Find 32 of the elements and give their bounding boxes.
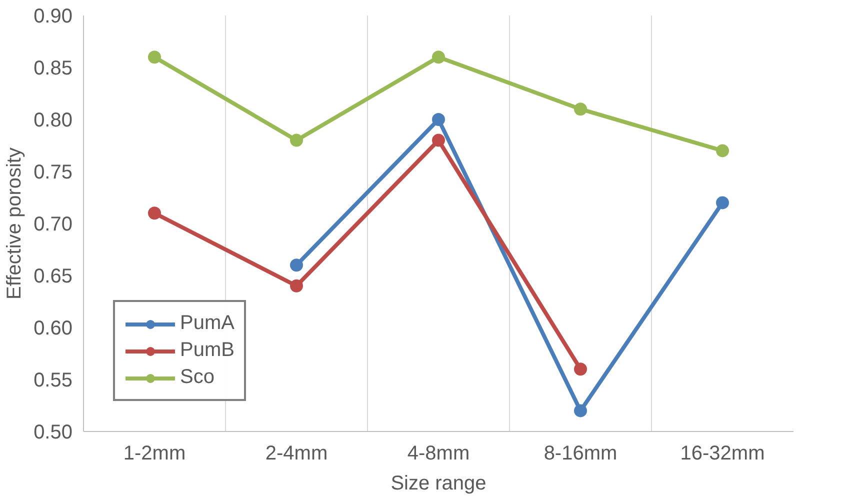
point <box>574 102 587 116</box>
legend-label: PumA <box>180 312 234 335</box>
x-tick-label: 16-32mm <box>680 442 765 464</box>
y-tick-label: 0.70 <box>34 214 73 236</box>
point <box>574 404 587 418</box>
y-tick-label: 0.60 <box>34 318 73 340</box>
point <box>290 279 303 292</box>
point <box>716 196 729 210</box>
y-tick-label: 0.90 <box>34 6 73 28</box>
y-tick-label: 0.80 <box>34 110 73 132</box>
x-tick-label: 8-16mm <box>544 442 618 464</box>
point <box>432 50 445 64</box>
point <box>432 134 445 147</box>
point <box>290 258 303 272</box>
x-tick-label: 1-2mm <box>123 442 186 464</box>
point <box>432 113 445 126</box>
point <box>574 362 587 376</box>
y-tick-label: 0.75 <box>34 162 73 184</box>
point <box>148 206 161 220</box>
x-axis-title: Size range <box>390 472 486 494</box>
y-tick-label: 0.50 <box>34 422 73 444</box>
y-axis-title: Effective porosity <box>4 148 26 300</box>
x-tick-label: 4-8mm <box>407 442 470 464</box>
point <box>290 134 303 147</box>
y-tick-label: 0.55 <box>34 370 73 392</box>
x-tick-label: 2-4mm <box>265 442 328 464</box>
legend-label: PumB <box>180 339 234 362</box>
point <box>148 50 161 64</box>
y-tick-label: 0.65 <box>34 266 73 288</box>
point <box>716 144 729 158</box>
y-tick-label: 0.85 <box>34 58 73 80</box>
legend-label: Sco <box>180 366 214 389</box>
